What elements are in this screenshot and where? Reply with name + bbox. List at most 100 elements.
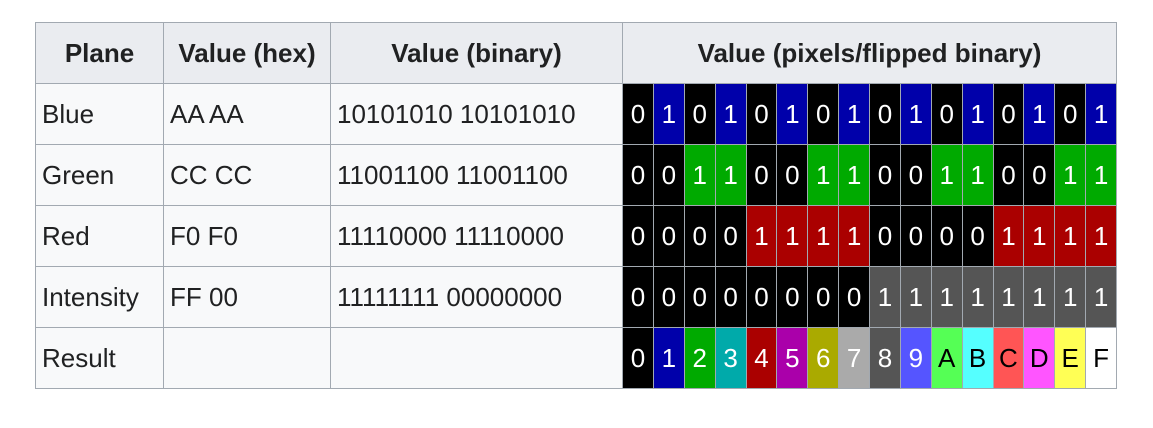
bit-cell: 0 [745,266,778,328]
color-cell: E [1054,327,1087,389]
bit-cell: 1 [1054,205,1087,267]
bit-cell: 0 [930,205,963,267]
bit-cell: 0 [714,205,747,267]
color-cell: 3 [714,327,747,389]
bit-cell: 1 [838,205,870,267]
bit-cell: 0 [992,83,1025,145]
bit-cell: 1 [869,266,901,328]
bit-cell: 0 [961,205,994,267]
bit-cell: 1 [1054,144,1087,206]
bit-cell: 1 [899,266,932,328]
empty-cell [330,327,623,389]
bit-cell: 1 [1085,266,1117,328]
bit-cell: 0 [745,83,778,145]
bit-cell: 1 [807,205,840,267]
color-cell: B [961,327,994,389]
bit-cell: 1 [1085,144,1117,206]
bit-cell: 1 [992,205,1025,267]
bit-cell: 0 [683,205,716,267]
bit-cell: 0 [622,266,654,328]
bit-cell: 0 [622,144,654,206]
color-cell: 0 [622,327,654,389]
bit-cell: 0 [930,83,963,145]
bit-cell: 1 [714,144,747,206]
binary-value: 10101010 10101010 [330,83,623,145]
color-cell: D [1023,327,1056,389]
bit-cell: 1 [961,266,994,328]
header-cell: Value (binary) [330,22,623,84]
binary-value: 11111111 00000000 [330,266,623,328]
bit-cell: 1 [745,205,778,267]
color-cell: 6 [807,327,840,389]
header-cell: Value (hex) [163,22,331,84]
table: Plane Value (hex) Value (binary) Value (pix… [35,22,1117,389]
bit-cell: 0 [869,205,901,267]
header-row: Plane Value (hex) Value (binary) Value (pix… [35,22,1117,84]
bit-cell: 1 [1023,83,1056,145]
color-cell: 4 [745,327,778,389]
bit-cell: 1 [1054,266,1087,328]
bit-cell: 0 [714,266,747,328]
bit-cell: 1 [838,83,870,145]
plane-row: Red F0 F0 11110000 11110000 0 0 0 0 1 1 1 1 0 0 0 0 1 1 1… [35,205,1117,267]
color-cell: 9 [899,327,932,389]
color-cell: 8 [869,327,901,389]
color-cell: A [930,327,963,389]
bit-cell: 1 [838,144,870,206]
bit-cell: 0 [683,83,716,145]
bit-cell: 1 [1023,266,1056,328]
bit-cell: 0 [776,266,809,328]
bit-cell: 1 [930,144,963,206]
bit-cell: 1 [899,83,932,145]
bit-cell: 1 [776,205,809,267]
bit-cell: 0 [807,83,840,145]
bit-cell: 0 [776,144,809,206]
bit-cell: 0 [869,83,901,145]
color-cell: F [1085,327,1117,389]
bit-cell: 1 [776,83,809,145]
color-cell: C [992,327,1025,389]
color-cell: 7 [838,327,870,389]
result-row: Result 0 1 2 3 4 5 6 7 8 9 A B C D E F [35,327,1117,389]
binary-value: 11001100 11001100 [330,144,623,206]
bit-cell: 0 [899,205,932,267]
hex-value: F0 F0 [163,205,331,267]
bit-cell: 0 [683,266,716,328]
empty-cell [163,327,331,389]
bit-cell: 1 [714,83,747,145]
bit-cell: 0 [652,144,685,206]
bit-cell: 0 [992,144,1025,206]
bit-cell: 0 [652,205,685,267]
bit-cell: 0 [745,144,778,206]
bit-cell: 0 [652,266,685,328]
hex-value: CC CC [163,144,331,206]
color-cell: 5 [776,327,809,389]
header-cell: Value (pixels/flipped binary) [622,22,1117,84]
binary-value: 11110000 11110000 [330,205,623,267]
bit-cell: 1 [992,266,1025,328]
plane-name: Red [35,205,164,267]
color-cell: 2 [683,327,716,389]
plane-row: Blue AA AA 10101010 10101010 0 1 0 1 0 1 0 1 0 1 0 1 0 1… [35,83,1117,145]
bit-cell: 1 [652,83,685,145]
bit-cell: 0 [807,266,840,328]
bit-cell: 1 [807,144,840,206]
plane-row: Intensity FF 00 11111111 00000000 0 0 0 0 0 0 0 0 1… [35,266,1117,328]
hex-value: AA AA [163,83,331,145]
bit-cell: 1 [930,266,963,328]
bit-cell: 0 [622,205,654,267]
bit-cell: 0 [1054,83,1087,145]
color-cell: 1 [652,327,685,389]
bit-cell: 0 [1023,144,1056,206]
bit-cell: 1 [683,144,716,206]
bit-cell: 1 [1023,205,1056,267]
plane-name: Green [35,144,164,206]
bit-cell: 1 [1085,205,1117,267]
header-cell: Plane [35,22,164,84]
plane-name: Blue [35,83,164,145]
plane-name: Intensity [35,266,164,328]
bit-cell: 0 [622,83,654,145]
result-label: Result [35,327,164,389]
bit-cell: 1 [961,144,994,206]
